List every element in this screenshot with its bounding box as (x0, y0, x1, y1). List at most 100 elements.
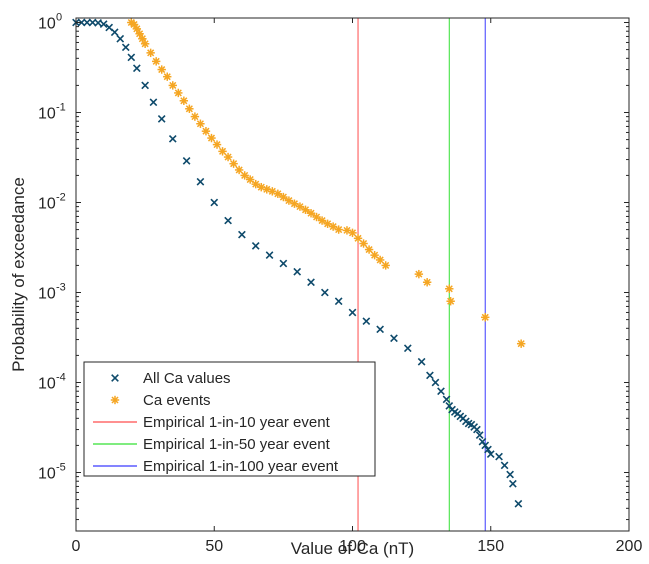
legend-label: Empirical 1-in-100 year event (143, 458, 339, 475)
data-point (334, 225, 343, 234)
y-tick-exponent: -5 (56, 462, 66, 474)
data-point (509, 479, 517, 488)
data-point (481, 441, 490, 450)
data-point (182, 157, 191, 165)
data-point (127, 53, 136, 62)
data-point (234, 165, 244, 175)
data-point (151, 57, 161, 66)
data-point (196, 177, 205, 186)
data-point (238, 230, 246, 239)
data-point (403, 344, 412, 353)
data-point (185, 104, 194, 113)
legend-label: All Ca values (143, 370, 231, 387)
data-point (163, 72, 172, 81)
data-point (301, 205, 310, 214)
data-point (481, 313, 490, 322)
data-point (279, 192, 288, 202)
data-point (381, 261, 390, 270)
x-tick-label: 100 (339, 538, 366, 555)
data-point (514, 499, 523, 508)
data-point (376, 325, 385, 334)
x-axis-ticks: 0 50 100 150 200 (72, 18, 643, 555)
data-point (500, 461, 509, 470)
data-point (375, 255, 385, 265)
y-tick-exponent: 0 (56, 12, 62, 24)
data-point (179, 96, 189, 105)
data-point (293, 267, 302, 276)
data-point (495, 452, 503, 461)
data-series (72, 18, 526, 508)
legend-label: Ca events (143, 392, 211, 409)
x-tick-label: 200 (616, 538, 643, 555)
legend-marker (110, 395, 120, 405)
x-axis-label: Value of Ca (nT) (291, 539, 414, 558)
x-tick-label: 0 (72, 538, 81, 555)
data-point (370, 250, 379, 260)
y-tick-label: 10 (38, 106, 56, 123)
data-point (516, 339, 526, 348)
data-point (334, 297, 343, 306)
data-point (245, 175, 255, 184)
legend-entry-1: All Ca values (111, 370, 231, 387)
data-point (475, 431, 484, 440)
data-point (212, 140, 222, 149)
data-point (364, 245, 374, 254)
data-point (257, 182, 266, 192)
data-point (251, 241, 260, 250)
data-point (307, 278, 315, 287)
data-point (190, 112, 200, 121)
data-point (431, 378, 440, 387)
y-tick-exponent: -2 (56, 192, 66, 204)
data-point (240, 171, 249, 180)
data-point (353, 234, 363, 243)
data-point (506, 470, 514, 479)
data-point (141, 81, 149, 90)
legend-label: Empirical 1-in-10 year event (143, 414, 331, 431)
data-point (140, 39, 150, 48)
y-tick-label: 10 (38, 376, 56, 393)
data-point (196, 119, 205, 128)
data-point (157, 114, 166, 123)
data-point (279, 259, 288, 268)
data-point (201, 126, 211, 136)
data-point (445, 284, 454, 293)
data-point (110, 28, 119, 37)
data-point (223, 152, 233, 162)
legend-marker (111, 374, 119, 382)
data-point (390, 334, 398, 343)
data-point (422, 278, 432, 287)
y-tick-label: 10 (38, 16, 56, 33)
data-point (218, 147, 227, 156)
data-point (132, 64, 141, 73)
data-point (484, 445, 492, 454)
data-point (116, 34, 125, 43)
legend: All Ca values Ca events Empirical 1-in-10 … (83, 361, 376, 477)
y-tick-exponent: -3 (56, 282, 66, 294)
data-point (317, 216, 327, 225)
legend-entry-4: Empirical 1-in-50 year event (93, 436, 331, 453)
data-point (414, 269, 424, 279)
data-point (362, 317, 371, 326)
legend-entry-3: Empirical 1-in-10 year event (93, 414, 331, 431)
y-axis-label: Probability of exceedance (9, 177, 28, 372)
data-point (359, 239, 368, 248)
data-point (442, 395, 451, 404)
data-point (94, 19, 102, 27)
data-point (168, 134, 177, 143)
data-point (486, 450, 495, 458)
data-point (473, 425, 481, 434)
data-point (426, 371, 434, 380)
data-point (320, 288, 329, 297)
data-point (99, 20, 108, 28)
data-point (146, 48, 155, 58)
data-point (157, 65, 166, 74)
data-point (348, 308, 357, 317)
data-point (207, 133, 216, 143)
data-point (168, 81, 177, 90)
x-tick-label: 50 (205, 538, 223, 555)
data-point (312, 212, 321, 222)
data-point (446, 297, 455, 306)
